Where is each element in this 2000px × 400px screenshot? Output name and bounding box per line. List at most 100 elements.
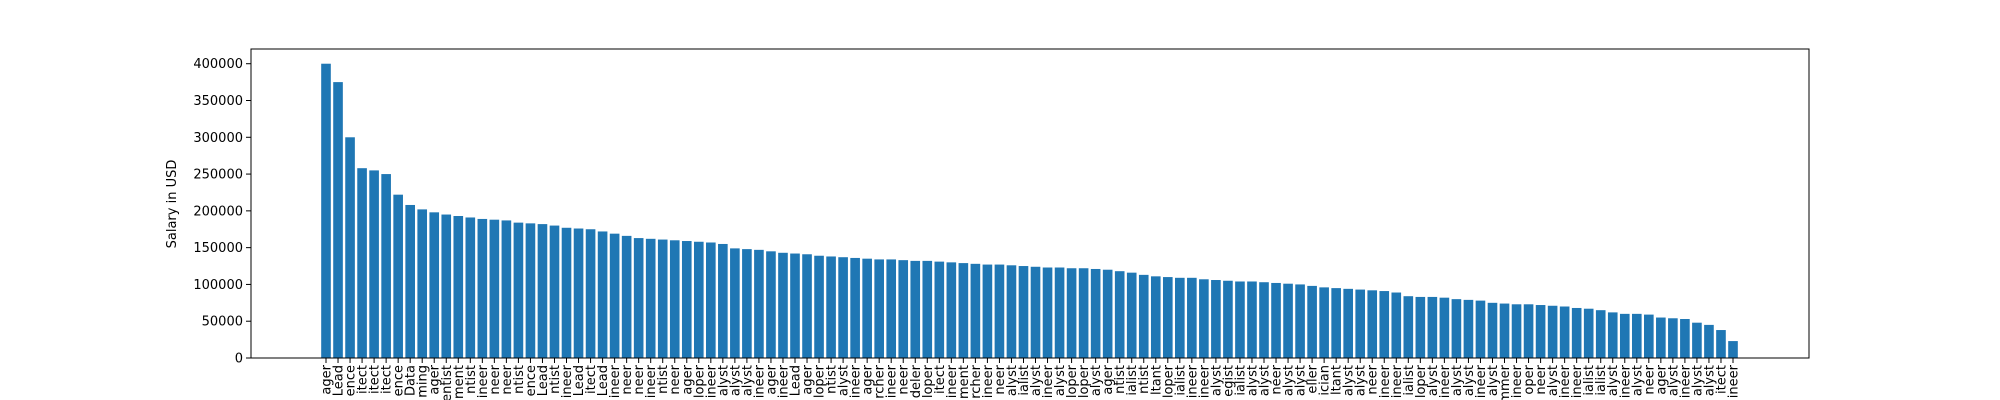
x-tick-label: ineer (1378, 364, 1393, 398)
bar (477, 218, 488, 358)
x-tick-label: ltant (1330, 365, 1345, 395)
bar (645, 238, 656, 358)
bar (1247, 281, 1257, 358)
bar (1391, 292, 1402, 358)
bar (381, 174, 391, 358)
x-tick-label: deler (909, 364, 924, 398)
x-tick-label: ineer (1474, 364, 1489, 398)
bar (1271, 282, 1281, 358)
x-tick-label: alyst (1294, 365, 1309, 396)
x-tick-label: itect (933, 365, 948, 394)
x-tick-label: neer (488, 364, 503, 394)
bar (333, 82, 343, 358)
bar (718, 243, 728, 358)
bar (862, 258, 872, 358)
x-tick-label: ager (861, 364, 876, 394)
x-tick-label: ntist (825, 365, 840, 394)
bar (1631, 313, 1642, 358)
y-tick-label: 150000 (193, 241, 243, 256)
x-tick-label: itect (368, 365, 383, 394)
bar (1680, 319, 1690, 358)
x-tick-label: loper (921, 364, 936, 398)
x-tick-label: alyst (1630, 365, 1645, 396)
bar (958, 263, 969, 358)
x-tick-label: ineer (1570, 364, 1585, 398)
bar (886, 259, 897, 358)
x-tick-label: ence (392, 365, 407, 396)
y-tick-label: 350000 (193, 94, 243, 109)
x-tick-label: ager (801, 364, 816, 394)
bar (1018, 266, 1029, 358)
x-tick-label: ineer (1185, 364, 1200, 398)
bar (1331, 288, 1341, 358)
x-tick-label: neer (897, 364, 912, 394)
x-tick-label: ineer (1041, 364, 1056, 398)
bar (1355, 289, 1366, 358)
bar (1319, 287, 1329, 358)
x-tick-label: ialist (1582, 365, 1597, 396)
x-tick-label: alyst (728, 365, 743, 396)
plot-frame (250, 48, 1810, 359)
bar (1644, 314, 1654, 358)
x-tick-label: loper (692, 364, 707, 398)
bar (1006, 265, 1017, 358)
x-tick-label: alyst (1462, 365, 1477, 396)
x-tick-label: loper (1077, 364, 1092, 398)
bar (345, 137, 355, 358)
bar (357, 168, 367, 358)
bar (1343, 288, 1353, 358)
bar (1716, 330, 1726, 358)
x-tick-label: neer (1642, 364, 1657, 394)
bar (850, 257, 860, 358)
x-tick-label: alyst (1282, 365, 1297, 396)
bar (1211, 280, 1221, 358)
bar (465, 217, 476, 358)
x-tick-label: Lead (572, 365, 587, 396)
x-tick-label: ineer (1727, 364, 1742, 398)
bar (1042, 267, 1053, 358)
x-tick-label: ineer (1438, 364, 1453, 398)
x-tick-label: ence (524, 365, 539, 396)
bar (453, 216, 464, 358)
bar (1451, 299, 1462, 358)
x-tick-label: rcher (873, 364, 888, 398)
x-tick-label: ltant (1149, 365, 1164, 395)
bar (693, 241, 704, 358)
bar (1162, 277, 1173, 358)
x-tick-label: ntist (1137, 365, 1152, 394)
bar (1307, 285, 1317, 358)
x-tick-label: itect (356, 365, 371, 394)
x-tick-label: ment (452, 365, 467, 399)
x-tick-label: ager (1654, 364, 1669, 394)
x-tick-label: ialist (1017, 365, 1032, 396)
bar (970, 263, 981, 358)
bar (706, 242, 716, 358)
x-tick-label: loper (1161, 364, 1176, 398)
x-tick-label: Lead (332, 365, 347, 396)
x-tick-label: ineer (1558, 364, 1573, 398)
bar (838, 257, 848, 358)
bar (778, 252, 788, 358)
x-tick-label: ineer (608, 364, 623, 398)
x-tick-label: loper (1065, 364, 1080, 398)
bar (982, 264, 993, 358)
bar (1175, 277, 1185, 358)
x-tick-label: alyst (1342, 365, 1357, 396)
x-tick-label: ialist (1233, 365, 1248, 396)
bar (934, 261, 945, 358)
bar (1499, 303, 1510, 358)
x-tick-label: alyst (1690, 365, 1705, 396)
x-tick-label: alyst (1209, 365, 1224, 396)
x-tick-label: itect (584, 365, 599, 394)
x-tick-label: loper (813, 364, 828, 398)
bar (1199, 279, 1209, 358)
x-tick-label: ntist (512, 365, 527, 394)
x-tick-label: itect (380, 365, 395, 394)
x-tick-label: ager (428, 364, 443, 394)
bar (417, 209, 428, 358)
x-tick-label: neer (1534, 364, 1549, 394)
bar (1595, 310, 1606, 358)
bar (898, 260, 909, 358)
bar (1187, 277, 1197, 358)
